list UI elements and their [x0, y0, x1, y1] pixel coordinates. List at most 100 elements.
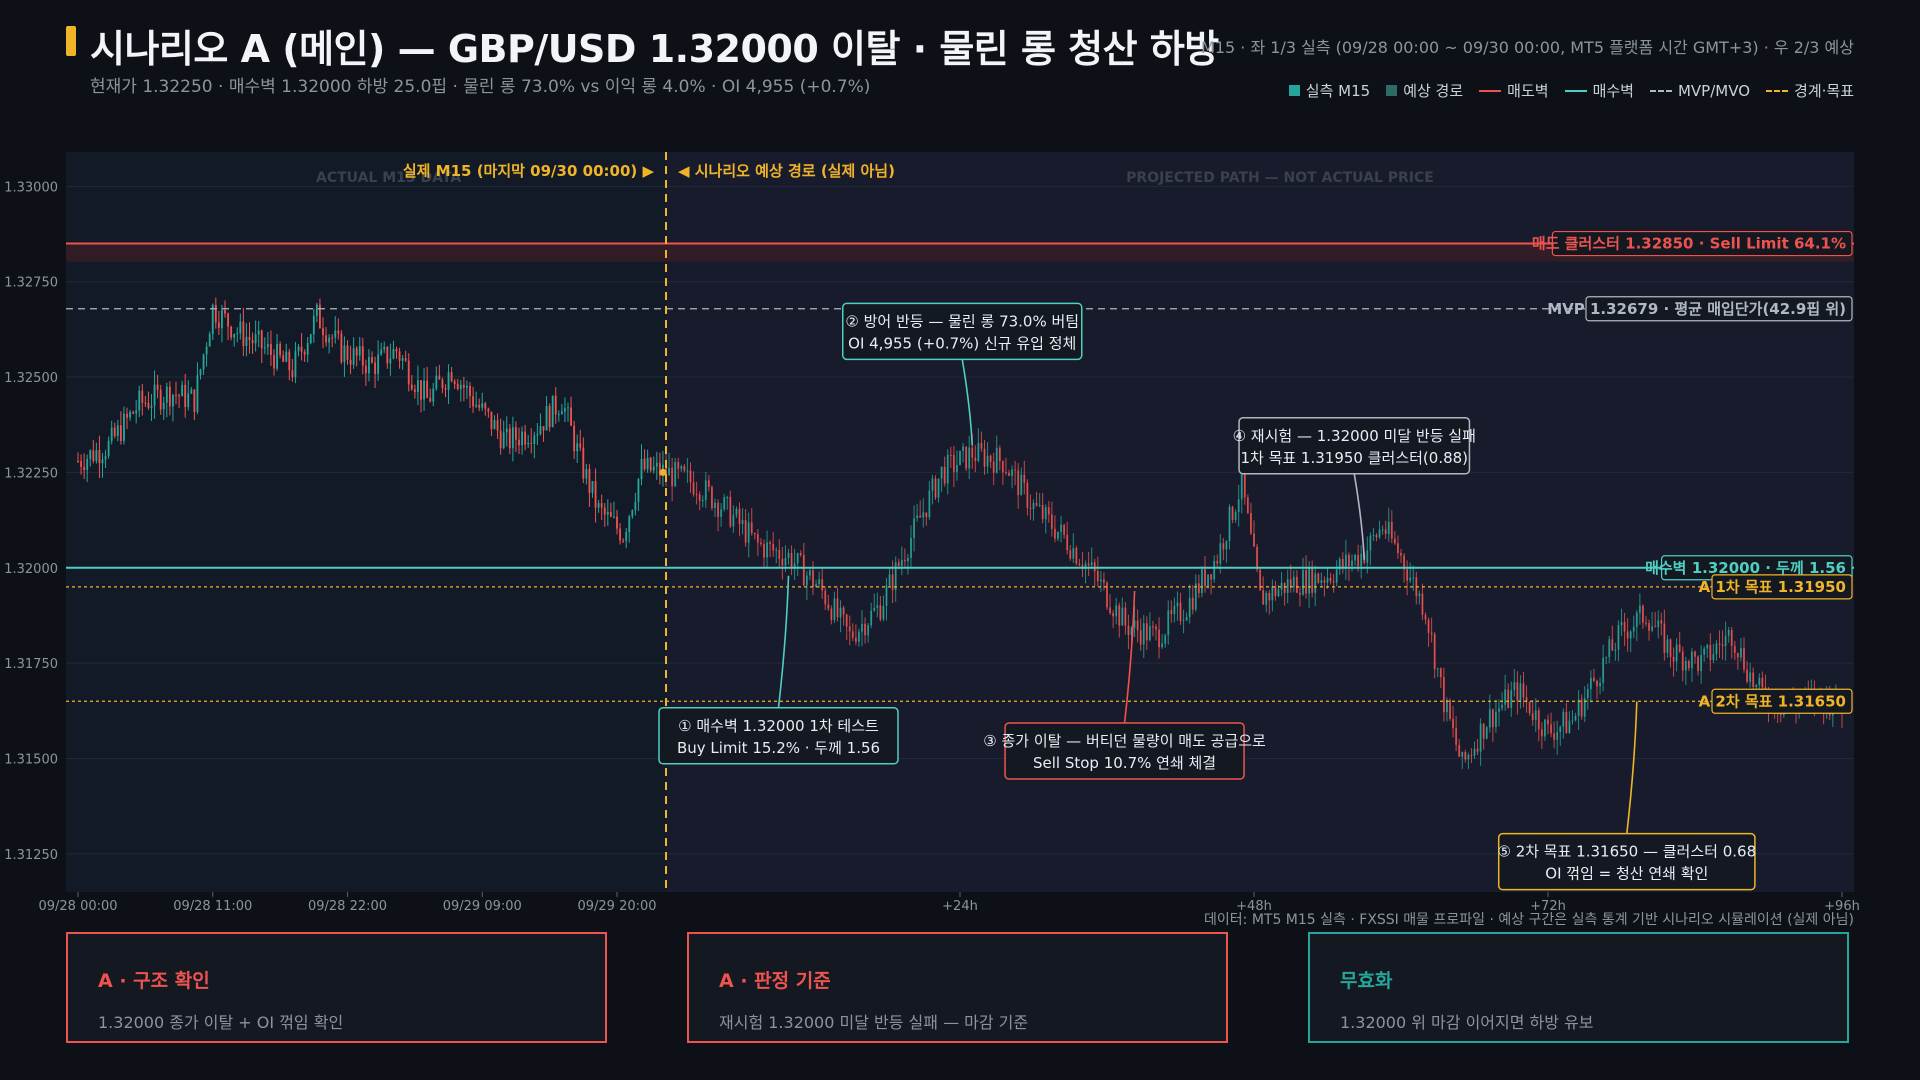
candle-body — [622, 540, 625, 542]
candle-body — [1540, 729, 1543, 737]
candle-body — [539, 426, 542, 435]
candle-body — [1504, 689, 1507, 705]
legend-swatch — [1649, 89, 1672, 92]
annotation-line: OI 4,955 (+0.7%) 신규 유입 정체 — [848, 334, 1076, 352]
candle-body — [585, 469, 588, 479]
candle-body — [1473, 748, 1476, 756]
candle-body — [1736, 652, 1739, 658]
candle-body — [368, 357, 370, 374]
annotation-line: OI 꺾임 = 청산 연쇄 확인 — [1545, 865, 1708, 883]
candle-body — [404, 358, 407, 361]
candle-body — [1262, 590, 1265, 605]
candle-body — [613, 516, 615, 518]
candle-body — [1458, 744, 1461, 757]
card-text: 재시험 1.32000 미달 반등 실패 — 마감 기준 — [719, 1013, 1029, 1032]
x-tick-label: 09/29 09:00 — [443, 899, 522, 914]
candle-body — [704, 480, 707, 501]
candle-body — [726, 497, 729, 499]
y-tick-label: 1.31250 — [4, 848, 58, 863]
candle-body — [260, 330, 263, 349]
x-tick-label: +72h — [1530, 899, 1566, 914]
candle-body — [885, 585, 888, 606]
candle-body — [818, 579, 821, 585]
candle-body — [1222, 543, 1225, 550]
candle-body — [952, 455, 955, 472]
candle-body — [582, 447, 585, 479]
candle-body — [1225, 541, 1228, 550]
candle-body — [312, 315, 315, 335]
level-label-text: MVP 1.32679 · 평균 매입단가(42.9핍 위) — [1547, 300, 1846, 318]
candle-body — [1207, 574, 1209, 587]
candle-body — [557, 414, 560, 416]
candle-body — [750, 522, 753, 533]
candle-body — [395, 348, 398, 352]
candle-body — [1188, 597, 1191, 618]
candle-body — [282, 355, 285, 362]
candle-body — [888, 574, 891, 586]
candle-body — [919, 515, 922, 518]
x-tick-label: +24h — [942, 899, 978, 914]
candle-body — [1583, 698, 1586, 717]
candle-body — [1087, 563, 1090, 566]
candle-body — [640, 458, 643, 480]
candle-body — [943, 466, 946, 484]
y-tick-label: 1.32750 — [4, 276, 58, 291]
candle-body — [1384, 529, 1387, 534]
candle-body — [193, 389, 196, 412]
candle-body — [1430, 632, 1433, 635]
candle-body — [1133, 620, 1136, 628]
candle-body — [1173, 605, 1176, 615]
candle-body — [683, 466, 686, 471]
candle-body — [928, 490, 931, 518]
candle-body — [123, 413, 125, 441]
candle-body — [1329, 577, 1332, 582]
candle-body — [1620, 622, 1623, 626]
legend-label: 실측 M15 — [1305, 82, 1371, 100]
candle-body — [729, 497, 732, 527]
candle-body — [1761, 677, 1764, 688]
candle-body — [1740, 648, 1742, 658]
candle-body — [707, 480, 710, 487]
candle-body — [331, 337, 334, 339]
candle-body — [802, 554, 805, 586]
candle-body — [135, 410, 138, 414]
candle-body — [1498, 708, 1500, 712]
level-label-text: A 2차 목표 1.31650 — [1699, 692, 1846, 710]
candle-body — [1204, 569, 1206, 587]
candle-body — [784, 557, 787, 566]
candle-body — [1525, 697, 1528, 702]
candle-body — [334, 330, 337, 338]
candle-body — [845, 614, 848, 627]
candle-body — [1032, 503, 1035, 509]
candle-body — [527, 442, 530, 445]
candle-body — [1485, 727, 1488, 739]
candle-body — [172, 394, 174, 407]
candle-body — [1746, 669, 1748, 682]
candle-body — [1274, 586, 1277, 597]
candle-body — [1139, 630, 1142, 645]
candle-body — [1687, 661, 1690, 669]
candle-body — [913, 518, 915, 538]
annotation-line: ② 방어 반등 — 물린 롱 73.0% 버팀 — [845, 312, 1079, 330]
candle-body — [533, 435, 536, 444]
candle-body — [998, 447, 1001, 462]
candle-body — [842, 607, 845, 615]
candle-body — [1142, 623, 1145, 645]
candle-body — [1323, 580, 1326, 583]
candle-body — [1351, 560, 1353, 566]
candle-body — [104, 456, 107, 460]
candle-body — [349, 359, 352, 365]
candle-body — [1078, 563, 1081, 566]
candle-body — [1409, 577, 1412, 581]
candle-body — [861, 623, 863, 632]
candle-body — [89, 450, 92, 459]
candle-body — [1605, 656, 1608, 658]
candle-body — [159, 389, 162, 410]
candle-body — [466, 385, 468, 388]
candle-body — [521, 431, 523, 446]
candle-body — [910, 537, 912, 558]
candle-body — [144, 402, 147, 404]
candle-body — [873, 607, 876, 611]
candle-body — [410, 384, 413, 390]
candle-body — [1063, 524, 1066, 535]
